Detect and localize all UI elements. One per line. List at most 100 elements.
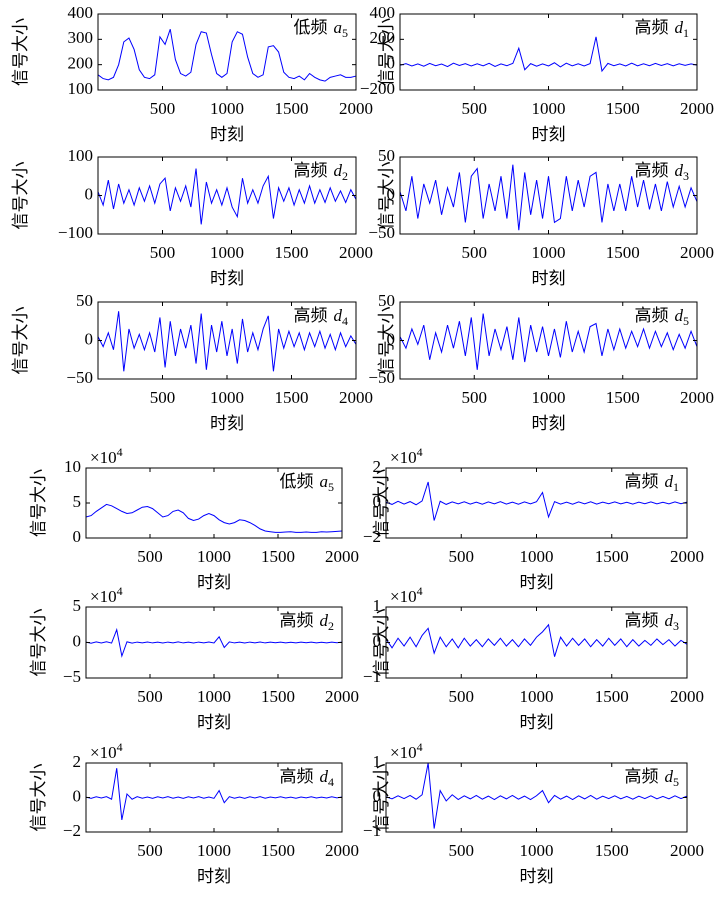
signal-line — [399, 313, 698, 370]
annotation-subscript: 3 — [673, 619, 679, 633]
y-tick-label: 0 — [85, 329, 94, 348]
y-tick-label: 0 — [387, 184, 396, 203]
signal-line — [399, 164, 698, 231]
y-tick-label: −50 — [368, 223, 395, 242]
x-axis-label: 时刻 — [197, 867, 231, 886]
annotation-subscript: 2 — [328, 619, 334, 633]
x-tick-label: 2000 — [670, 841, 704, 860]
x-tick-label: 1000 — [197, 841, 231, 860]
annotation-subscript: 5 — [328, 480, 334, 494]
x-axis-label: 时刻 — [532, 125, 566, 144]
annotation-symbol: d — [320, 611, 329, 630]
x-axis-label: 时刻 — [210, 269, 244, 288]
y-axis-label: 信号大小 — [29, 609, 48, 677]
x-tick-label: 2000 — [680, 388, 714, 407]
x-tick-label: 1500 — [261, 841, 295, 860]
y-tick-label: 0 — [85, 184, 94, 203]
y-tick-label: 50 — [378, 291, 395, 310]
subplot: 500 1000 1500 2000 100 200 300 400 时刻 信号大小 低频 a5 — [11, 3, 373, 144]
annotation: 高频 d2 — [280, 611, 335, 633]
multiplier-base: ×10 — [390, 587, 417, 606]
annotation-subscript: 5 — [342, 26, 348, 40]
x-tick-label: 500 — [449, 547, 475, 566]
y-tick-label: 0 — [373, 492, 382, 511]
x-axis-label: 时刻 — [532, 414, 566, 433]
x-tick-label: 1000 — [210, 388, 244, 407]
x-tick-label: 500 — [137, 841, 163, 860]
multiplier-base: ×10 — [90, 587, 117, 606]
x-tick-label: 2000 — [670, 547, 704, 566]
multiplier-exponent: 4 — [117, 740, 123, 754]
y-axis-label: 信号大小 — [377, 18, 396, 86]
multiplier-base: ×10 — [390, 743, 417, 762]
x-axis-label: 时刻 — [197, 573, 231, 592]
x-tick-label: 1000 — [532, 388, 566, 407]
signal-line — [85, 768, 343, 821]
y-axis-label: 信号大小 — [377, 162, 396, 230]
multiplier-exponent: 4 — [117, 445, 123, 459]
annotation-text: 高频 — [635, 161, 669, 180]
y-tick-label: 1 — [373, 596, 382, 615]
y-tick-label: 100 — [68, 146, 94, 165]
x-axis-label: 时刻 — [197, 713, 231, 732]
y-tick-label: −1 — [363, 667, 381, 686]
y-axis-label: 信号大小 — [372, 469, 391, 537]
annotation: 高频 d3 — [635, 161, 690, 183]
annotation-text: 高频 — [635, 18, 669, 37]
x-tick-label: 500 — [462, 99, 488, 118]
annotation-symbol: a — [320, 472, 329, 491]
y-tick-label: 5 — [73, 492, 82, 511]
x-tick-label: 1000 — [532, 99, 566, 118]
multiplier-exponent: 4 — [417, 740, 423, 754]
annotation-text: 高频 — [625, 472, 659, 491]
axis-multiplier: ×104 — [390, 740, 423, 762]
y-tick-label: −50 — [368, 368, 395, 387]
annotation: 高频 d5 — [635, 306, 690, 328]
annotation-text: 高频 — [280, 767, 314, 786]
x-tick-label: 1500 — [261, 547, 295, 566]
annotation-text: 高频 — [294, 161, 328, 180]
axis-multiplier: ×104 — [90, 584, 123, 606]
y-axis-label: 信号大小 — [11, 18, 30, 86]
x-tick-label: 2000 — [680, 243, 714, 262]
x-tick-label: 500 — [449, 687, 475, 706]
annotation-subscript: 1 — [673, 480, 679, 494]
subplot: 500 1000 1500 2000 −50 0 50 时刻 信号大小 高频 d3 — [368, 146, 714, 288]
y-tick-label: −100 — [58, 223, 93, 242]
x-tick-label: 1000 — [520, 687, 554, 706]
x-tick-label: 1500 — [606, 388, 640, 407]
y-axis-label: 信号大小 — [372, 764, 391, 832]
y-tick-label: 0 — [73, 527, 82, 546]
y-tick-label: 100 — [68, 79, 94, 98]
x-axis-label: 时刻 — [210, 414, 244, 433]
multiplier-base: ×10 — [90, 448, 117, 467]
y-tick-label: 50 — [378, 146, 395, 165]
x-axis-label: 时刻 — [532, 269, 566, 288]
y-tick-label: 0 — [373, 786, 382, 805]
x-axis-label: 时刻 — [520, 573, 554, 592]
subplot: 500 1000 1500 2000 −200 0 200 400 时刻 信号大小 高频 d1 — [360, 3, 714, 144]
x-tick-label: 1000 — [197, 687, 231, 706]
annotation-symbol: d — [665, 767, 674, 786]
x-tick-label: 500 — [137, 547, 163, 566]
subplot: 500 1000 1500 2000 −100 0 100 时刻 信号大小 高频 d2 — [11, 146, 373, 288]
x-tick-label: 1500 — [595, 841, 629, 860]
y-tick-label: 300 — [68, 28, 94, 47]
x-tick-label: 2000 — [339, 243, 373, 262]
y-tick-label: 1 — [373, 752, 382, 771]
x-tick-label: 2000 — [670, 687, 704, 706]
y-tick-label: −5 — [63, 667, 81, 686]
x-tick-label: 2000 — [325, 687, 359, 706]
annotation-symbol: d — [665, 611, 674, 630]
annotation: 高频 d4 — [294, 306, 349, 328]
annotation-text: 高频 — [625, 767, 659, 786]
y-tick-label: 0 — [387, 54, 396, 73]
signal-line — [399, 36, 698, 73]
x-tick-label: 1500 — [275, 388, 309, 407]
x-axis-label: 时刻 — [520, 713, 554, 732]
annotation-symbol: d — [320, 767, 329, 786]
signal-line — [385, 623, 688, 657]
annotation-text: 高频 — [625, 611, 659, 630]
